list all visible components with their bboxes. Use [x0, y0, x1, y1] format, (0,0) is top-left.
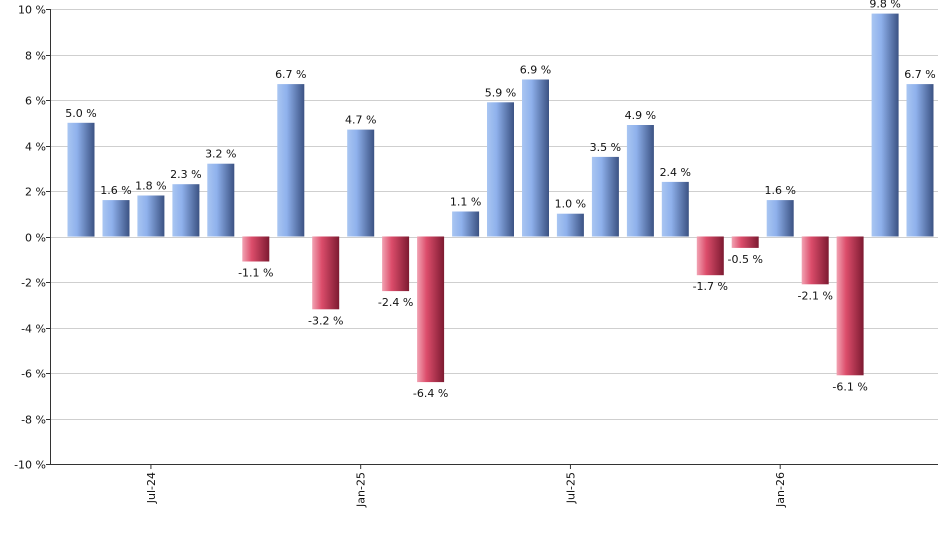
- bar-negative: [242, 236, 270, 262]
- bar-data-label: 6.9 %: [520, 64, 551, 77]
- bar-positive: [766, 200, 794, 237]
- bar-data-label: 5.0 %: [65, 107, 96, 120]
- bar-positive: [591, 156, 619, 237]
- y-tick-label: 10 %: [18, 4, 46, 17]
- bar-positive: [172, 184, 200, 237]
- x-tick-label: Jul-24: [145, 472, 158, 504]
- bar-negative: [312, 236, 340, 310]
- bar-negative: [382, 236, 410, 292]
- data-labels: 5.0 % 1.6 % 1.8 % 2.3 % 3.2 % -1.1 % 6.7 % -3.2…: [65, 0, 935, 400]
- bar-data-label: -0.5 %: [727, 253, 762, 266]
- bar-data-label: 6.7 %: [904, 68, 935, 81]
- x-tick-label: Jul-25: [564, 472, 577, 504]
- y-tick-label: -4 %: [21, 323, 46, 336]
- y-tick-label: 8 %: [25, 50, 46, 63]
- bar-data-label: -3.2 %: [308, 314, 343, 327]
- x-axis-tick-labels: Jul-24 Jan-25 Jul-25 Jan-26: [145, 472, 787, 508]
- bar-data-label: 2.4 %: [660, 166, 691, 179]
- y-axis-tick-labels: -10 % -8 % -6 % -4 % -2 % 0 % 2 % 4 % 6 % 8 % 10 %: [14, 4, 46, 472]
- bar-positive: [207, 163, 235, 237]
- bar-data-label: -2.4 %: [378, 296, 413, 309]
- bar-data-label: 1.6 %: [100, 184, 131, 197]
- bar-positive: [452, 211, 480, 237]
- y-tick-label: -8 %: [21, 414, 46, 427]
- bar-data-label: -6.1 %: [832, 380, 867, 393]
- bar-negative: [731, 236, 759, 248]
- bar-positive: [661, 181, 689, 237]
- bar-data-label: 4.9 %: [625, 109, 656, 122]
- bar-data-label: 5.9 %: [485, 86, 516, 99]
- bar-data-label: 3.2 %: [205, 148, 236, 161]
- bar-positive: [137, 195, 165, 237]
- bar-data-label: 3.5 %: [590, 141, 621, 154]
- bar-positive: [102, 200, 130, 237]
- bar-negative: [696, 236, 724, 276]
- bar-positive: [522, 79, 549, 237]
- bar-data-label: -1.1 %: [238, 267, 273, 280]
- bar-data-label: -1.7 %: [693, 280, 728, 293]
- x-tick-label: Jan-25: [355, 472, 368, 508]
- bar-positive: [277, 84, 305, 237]
- bar-positive: [67, 122, 95, 237]
- x-tick-label: Jan-26: [774, 472, 787, 508]
- bar-data-label: 1.8 %: [135, 180, 166, 193]
- y-tick-label: 4 %: [25, 141, 46, 154]
- y-tick-label: 6 %: [25, 95, 46, 108]
- bars: [67, 13, 934, 383]
- bar-negative: [801, 236, 829, 285]
- bar-positive: [347, 129, 375, 237]
- axes: [46, 9, 938, 469]
- y-tick-label: 2 %: [25, 186, 46, 199]
- bar-data-label: 1.0 %: [555, 198, 586, 211]
- bar-positive: [906, 84, 934, 237]
- bar-negative: [836, 236, 864, 376]
- y-tick-label: -2 %: [21, 277, 46, 290]
- bar-data-label: 9.8 %: [869, 0, 900, 11]
- bar-positive: [626, 125, 654, 237]
- bar-positive: [871, 13, 899, 237]
- bar-data-label: 1.1 %: [450, 196, 481, 209]
- bar-data-label: -6.4 %: [413, 387, 448, 400]
- y-tick-label: -10 %: [14, 459, 46, 472]
- bar-data-label: 4.7 %: [345, 114, 376, 127]
- bar-data-label: 6.7 %: [275, 68, 306, 81]
- y-tick-label: 0 %: [25, 232, 46, 245]
- bar-data-label: 1.6 %: [764, 184, 795, 197]
- y-tick-label: -6 %: [21, 368, 46, 381]
- bar-positive: [487, 102, 514, 237]
- bar-data-label: -2.1 %: [797, 289, 832, 302]
- bar-negative: [417, 236, 445, 383]
- bar-positive: [556, 213, 584, 237]
- bar-data-label: 2.3 %: [170, 168, 201, 181]
